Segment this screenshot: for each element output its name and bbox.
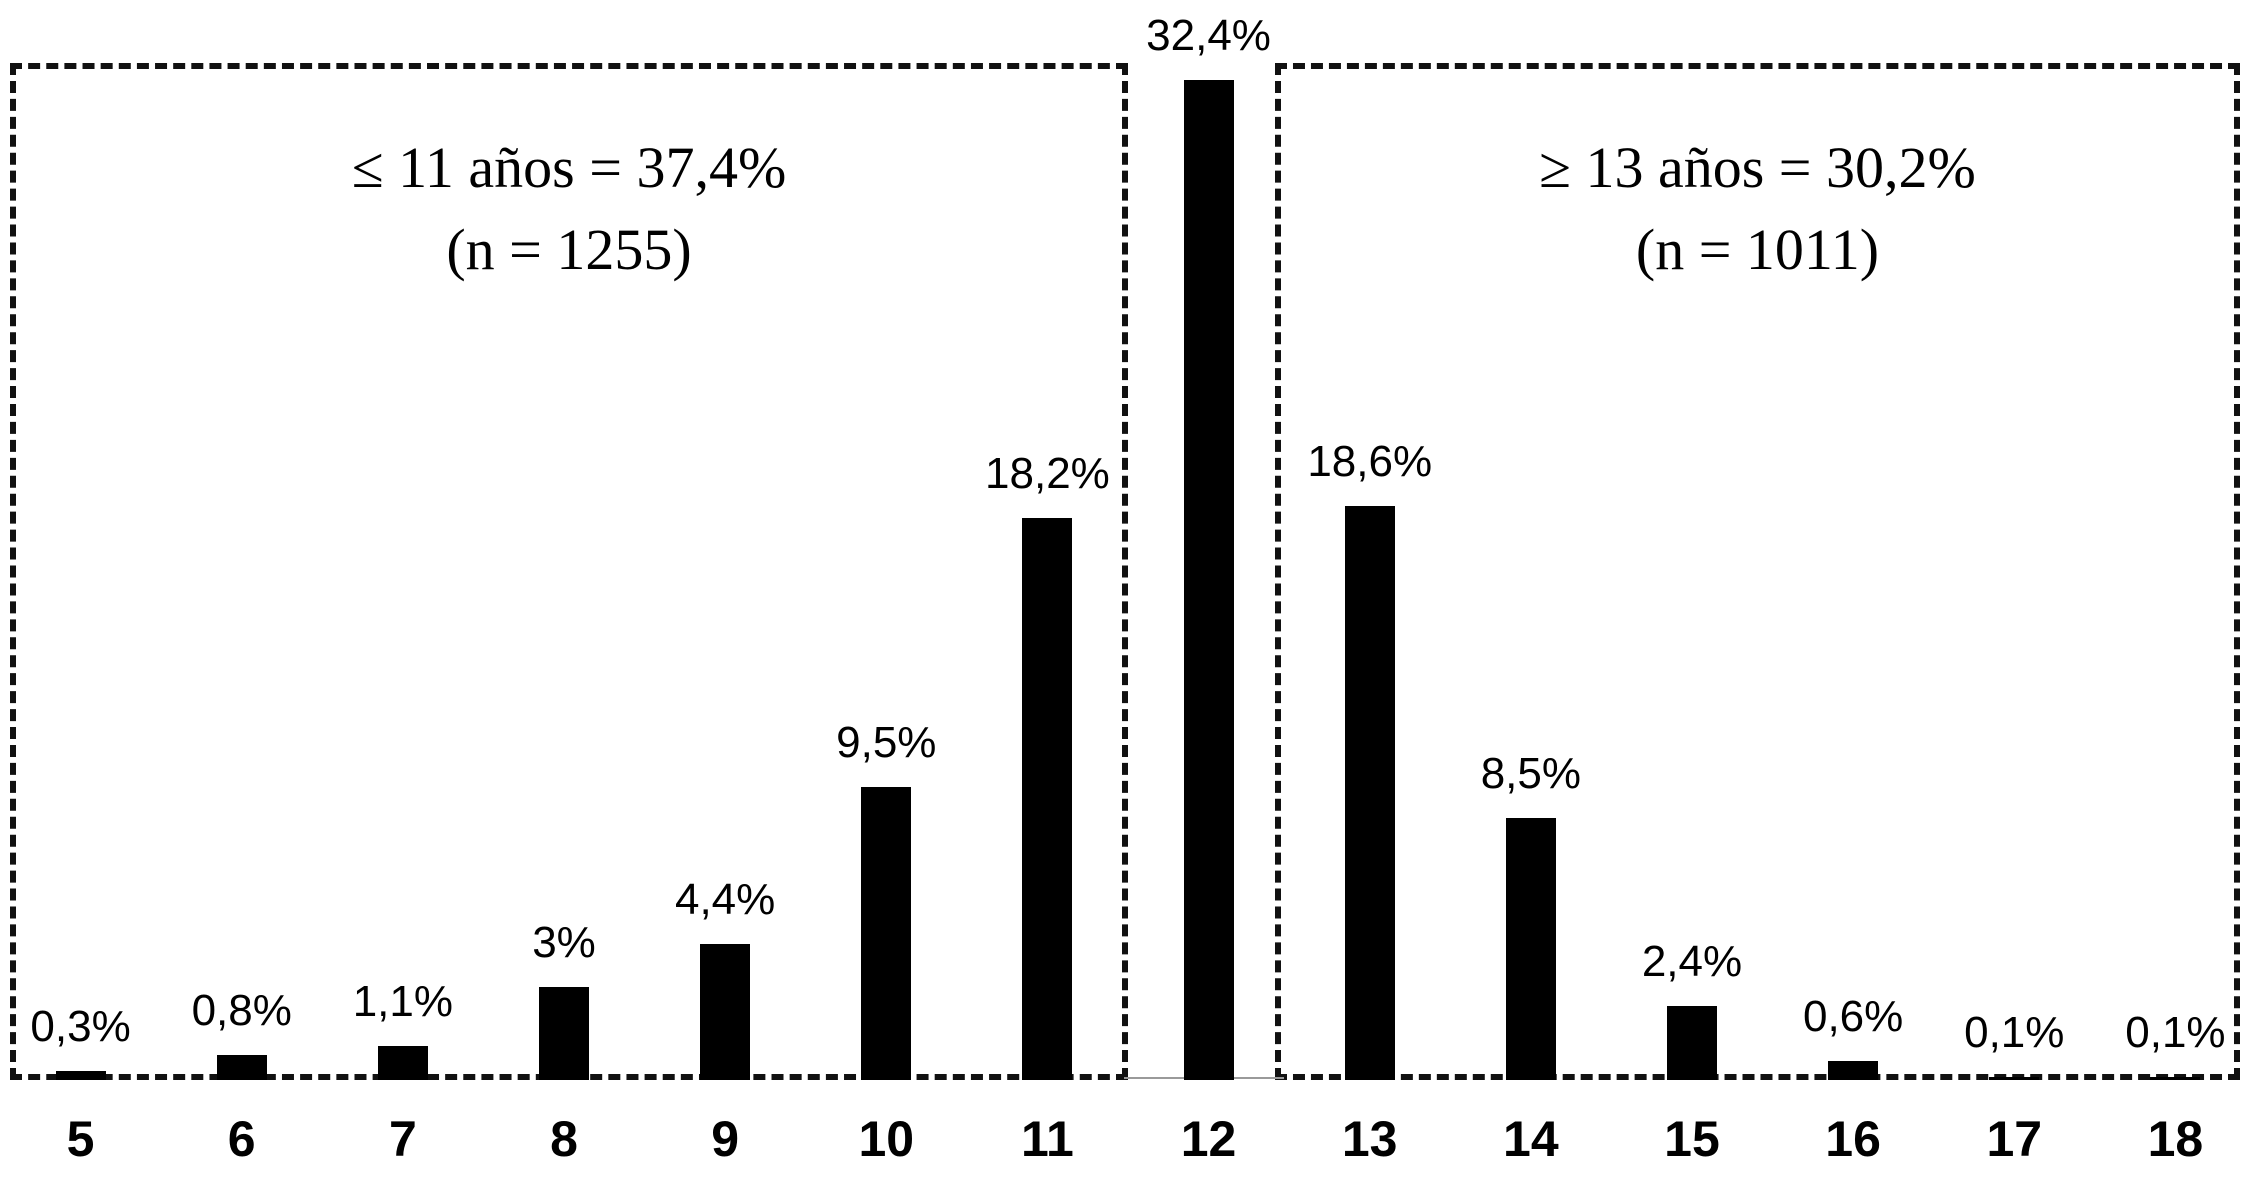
bar-column: 32,4% xyxy=(1128,0,1289,1080)
bar-column: 0,3% xyxy=(0,0,161,1080)
x-tick-label: 5 xyxy=(66,1111,95,1167)
bar xyxy=(377,1046,428,1080)
bar xyxy=(216,1055,267,1080)
group-annotation-ge-13: ≥ 13 años = 30,2% (n = 1011) xyxy=(1281,127,2234,292)
bar-column: 3% xyxy=(483,0,644,1080)
x-tick-label: 12 xyxy=(1180,1111,1237,1167)
bar xyxy=(861,787,912,1080)
bar xyxy=(1183,80,1234,1080)
x-tick-label: 7 xyxy=(388,1111,417,1167)
bar xyxy=(1989,1077,2040,1080)
x-tick-label: 11 xyxy=(1020,1111,1074,1167)
bar-column: 4,4% xyxy=(645,0,806,1080)
group-annotation-line2: (n = 1011) xyxy=(1635,217,1880,283)
bar xyxy=(1666,1006,1717,1080)
bar-column: 0,6% xyxy=(1773,0,1934,1080)
bar-value-label: 0,6% xyxy=(1802,991,1904,1041)
group-annotation-line1: ≤ 11 años = 37,4% xyxy=(351,135,787,200)
bar xyxy=(2150,1077,2201,1080)
bar-column: 0,8% xyxy=(161,0,322,1080)
bar xyxy=(538,987,589,1080)
x-tick-label: 8 xyxy=(550,1111,578,1167)
bar-value-label: 18,6% xyxy=(1307,436,1433,486)
group-annotation-line2: (n = 1255) xyxy=(446,217,692,283)
bar-column: 0,1% xyxy=(1934,0,2095,1080)
bar xyxy=(1344,506,1395,1080)
bars-container: 0,3% 0,8% 1,1% 3% 4,4% 9,5% 18,2% 32,4% 18,6% 8,5… xyxy=(0,0,2256,1080)
x-tick-label: 9 xyxy=(711,1111,740,1167)
x-tick-label: 17 xyxy=(1986,1111,2043,1167)
x-tick-label: 6 xyxy=(227,1111,256,1167)
x-axis-tick-labels: 5 6 7 8 9 10 11 12 13 14 15 16 17 18 xyxy=(0,1080,2256,1179)
bar-value-label: 0,1% xyxy=(1964,1007,2065,1057)
bar-column: 2,4% xyxy=(1611,0,1772,1080)
x-tick-label: 15 xyxy=(1664,1111,1720,1167)
bar xyxy=(1022,518,1073,1080)
bar-value-label: 8,5% xyxy=(1480,748,1581,798)
x-tick-label: 16 xyxy=(1825,1111,1881,1167)
bar-column: 0,1% xyxy=(2095,0,2256,1080)
bar xyxy=(1828,1061,1879,1080)
group-annotation-le-11: ≤ 11 años = 37,4% (n = 1255) xyxy=(16,127,1122,292)
x-tick-label: 10 xyxy=(858,1111,915,1167)
bar xyxy=(1505,818,1556,1080)
bar-column: 1,1% xyxy=(322,0,483,1080)
x-tick-label: 18 xyxy=(2147,1111,2204,1167)
bar-value-label: 18,2% xyxy=(985,448,1110,498)
bar xyxy=(55,1071,106,1080)
bar-value-label: 0,8% xyxy=(191,985,292,1035)
bar-value-label: 32,4% xyxy=(1146,10,1271,60)
x-tick-label: 14 xyxy=(1503,1111,1559,1167)
bar-column: 9,5% xyxy=(806,0,967,1080)
group-annotation-line1: ≥ 13 años = 30,2% xyxy=(1539,135,1976,200)
bar xyxy=(700,944,751,1080)
bar-value-label: 9,5% xyxy=(836,717,937,767)
bar-value-label: 3% xyxy=(532,917,596,967)
bar-value-label: 2,4% xyxy=(1641,936,1743,986)
x-tick-label: 13 xyxy=(1341,1111,1398,1167)
bar-column: 18,6% xyxy=(1289,0,1450,1080)
bar-column: 18,2% xyxy=(967,0,1128,1080)
bar-value-label: 4,4% xyxy=(674,874,776,924)
bar-value-label: 0,1% xyxy=(2125,1007,2226,1057)
group-box-ge-13-years: ≥ 13 años = 30,2% (n = 1011) xyxy=(1275,63,2240,1080)
bar-value-label: 1,1% xyxy=(352,976,453,1026)
bar-value-label: 0,3% xyxy=(30,1001,131,1051)
bar-column: 8,5% xyxy=(1450,0,1611,1080)
